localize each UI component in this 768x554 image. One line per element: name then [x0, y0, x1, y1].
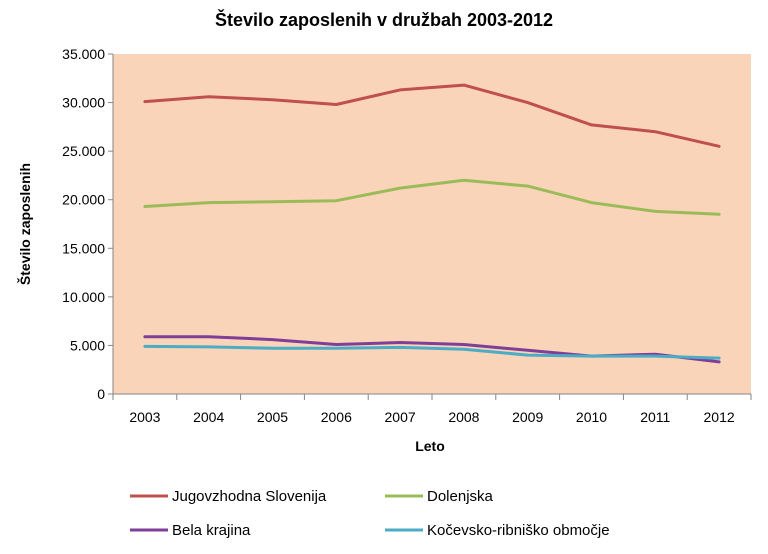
legend-label: Bela krajina — [172, 522, 251, 539]
x-tick-label: 2006 — [321, 409, 352, 425]
x-tick-label: 2005 — [257, 409, 288, 425]
y-tick-label: 15.000 — [62, 240, 105, 256]
x-axis-title: Leto — [415, 438, 445, 454]
y-tick-label: 35.000 — [62, 46, 105, 62]
x-tick-label: 2008 — [448, 409, 479, 425]
plot-area: 0 5.000 10.000 15.000 20.000 25.000 30.000 35.0… — [62, 46, 752, 425]
legend-label: Dolenjska — [427, 488, 494, 505]
chart-title: Število zaposlenih v družbah 2003-2012 — [215, 9, 553, 30]
x-tick-label: 2012 — [704, 409, 735, 425]
x-tick-label: 2010 — [576, 409, 607, 425]
legend-label: Kočevsko-ribniško območje — [427, 522, 610, 539]
x-tick-label: 2007 — [385, 409, 416, 425]
y-tick-label: 20.000 — [62, 192, 105, 208]
x-tick-label: 2004 — [193, 409, 224, 425]
x-tick-label: 2011 — [640, 409, 670, 425]
series-line-jugovzhodna-slovenija — [143, 83, 721, 148]
y-tick-label: 25.000 — [62, 143, 105, 159]
y-tick-label: 0 — [97, 386, 105, 402]
y-tick-label: 5.000 — [70, 337, 105, 353]
y-tick-label: 30.000 — [62, 95, 105, 111]
x-tick-label: 2003 — [129, 409, 160, 425]
y-tick-label: 10.000 — [62, 289, 105, 305]
y-axis-title: Število zaposlenih — [16, 163, 33, 285]
series-line-kocevsko-ribnisko-obmocje — [143, 344, 721, 360]
legend: Jugovzhodna Slovenija Dolenjska Bela kraji… — [130, 488, 610, 539]
legend-label: Jugovzhodna Slovenija — [172, 488, 327, 505]
x-tick-label: 2009 — [512, 409, 543, 425]
series-line-dolenjska — [143, 178, 721, 216]
